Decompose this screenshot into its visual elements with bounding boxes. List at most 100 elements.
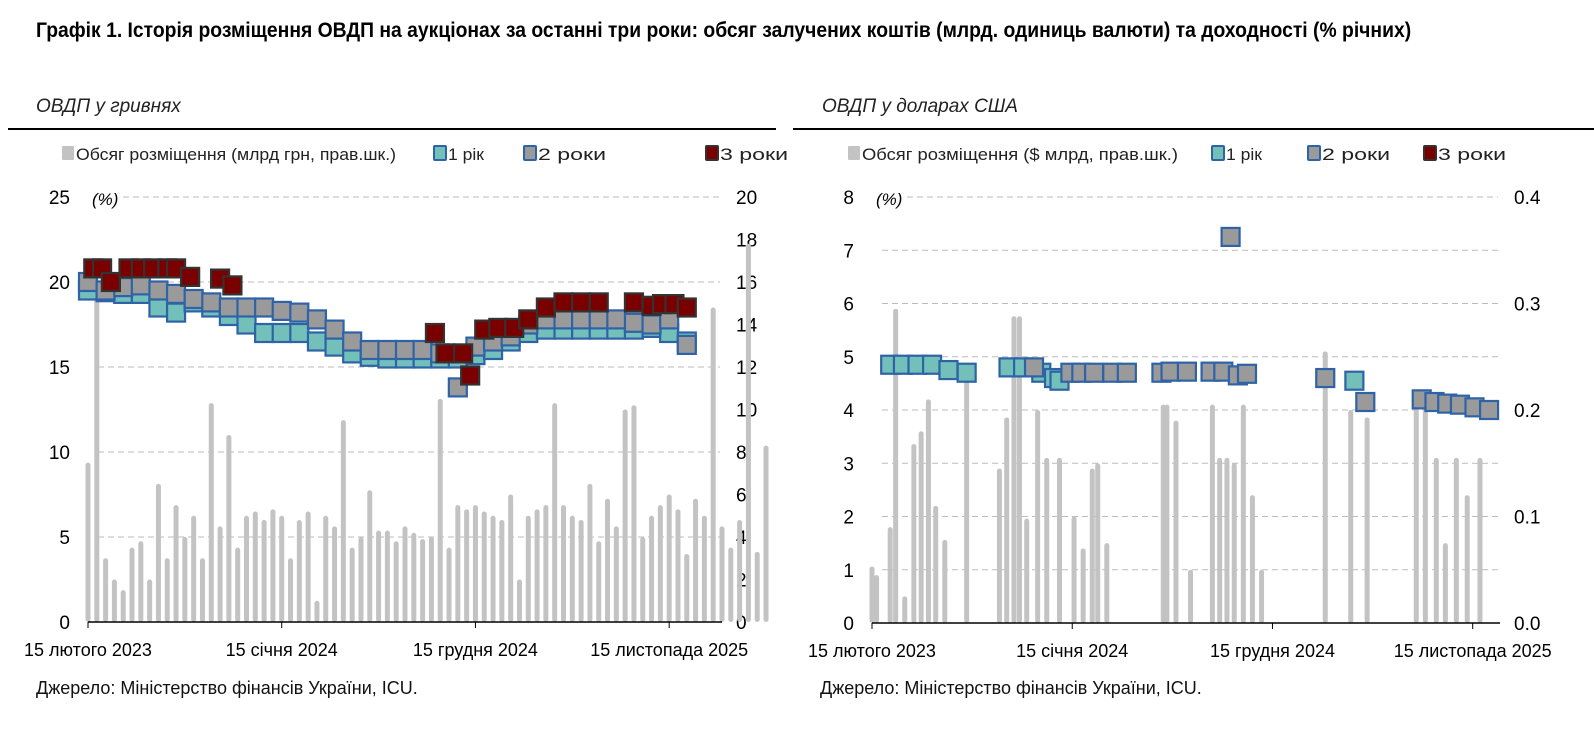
- volume-bar: [164, 558, 170, 622]
- volume-bar: [516, 579, 522, 622]
- volume-bar: [887, 527, 893, 623]
- chart-title: Графік 1. Історія розміщення ОВДП на аук…: [36, 19, 1412, 42]
- volume-bar: [1089, 468, 1095, 623]
- legend-label: Обсяг розміщення (млрд грн, прав.шк.): [76, 145, 396, 164]
- volume-bar: [701, 515, 707, 622]
- volume-bar: [578, 520, 584, 622]
- volume-bar: [446, 547, 452, 622]
- y-tick-label: 7: [843, 241, 854, 262]
- y-tick-label: 5: [59, 528, 70, 549]
- volume-bar: [1209, 404, 1215, 623]
- volume-bar: [1433, 457, 1439, 623]
- volume-bar: [481, 511, 487, 622]
- y-tick-label: 2: [843, 508, 854, 529]
- volume-bar: [613, 526, 619, 622]
- volume-bar: [745, 243, 751, 622]
- volume-bar: [340, 420, 346, 622]
- volume-bar: [455, 505, 461, 622]
- volume-bar: [1095, 463, 1101, 623]
- volume-bar: [173, 505, 179, 622]
- volume-bar: [1217, 457, 1223, 623]
- volume-bar: [349, 547, 355, 622]
- y2-tick-label: 6: [736, 486, 747, 507]
- volume-bar: [1453, 457, 1459, 623]
- volume-bar: [384, 530, 390, 622]
- legend-label: 1 рік: [448, 145, 485, 164]
- volume-bar: [332, 526, 338, 622]
- yield-marker-1y: [1344, 370, 1365, 391]
- volume-bar: [402, 526, 408, 622]
- volume-bar: [719, 526, 725, 622]
- legend-label: 1 рік: [1226, 145, 1263, 164]
- volume-bar: [918, 431, 924, 623]
- volume-bar: [288, 558, 294, 622]
- volume-bar: [543, 505, 549, 622]
- volume-bar: [754, 551, 760, 622]
- volume-bar: [1348, 410, 1354, 623]
- y-tick-label: 0: [843, 614, 854, 635]
- y2-tick-label: 0.4: [1514, 188, 1541, 209]
- volume-bar: [925, 399, 931, 623]
- legend-label: 2 роки: [1322, 145, 1390, 164]
- volume-bar: [428, 537, 434, 622]
- y-tick-label: 3: [843, 454, 854, 475]
- volume-bar: [437, 398, 443, 622]
- volume-bar: [561, 505, 566, 622]
- x-tick-label: 15 грудня 2024: [413, 640, 538, 660]
- volume-bar: [1188, 569, 1194, 623]
- volume-bar: [1173, 420, 1179, 623]
- volume-bar: [147, 579, 153, 622]
- right-panel-subtitle: ОВДП у доларах США: [822, 96, 1018, 117]
- volume-bar: [252, 511, 258, 622]
- legend-label: 3 роки: [1438, 145, 1506, 164]
- volume-bar: [728, 547, 734, 622]
- volume-bar: [138, 541, 144, 622]
- left-divider: [8, 128, 776, 130]
- yield-marker-2y: [676, 334, 697, 355]
- yield-marker-3y: [460, 365, 481, 386]
- volume-bar: [874, 575, 880, 623]
- y-tick-label: 25: [49, 188, 70, 209]
- volume-bar: [1035, 410, 1041, 623]
- yield-marker-3y: [180, 266, 201, 287]
- yield-marker-2y: [1355, 391, 1376, 413]
- volume-bar: [464, 509, 470, 622]
- volume-bar: [111, 579, 117, 622]
- volume-bar: [666, 494, 672, 622]
- volume-bar: [911, 444, 917, 623]
- legend-swatch-3: [705, 145, 719, 161]
- y-tick-label: 4: [843, 401, 854, 422]
- volume-bar: [261, 520, 267, 622]
- volume-bar: [244, 515, 249, 622]
- y-unit-label: (%): [876, 190, 902, 209]
- volume-bar: [217, 526, 223, 622]
- volume-bar: [640, 537, 646, 622]
- volume-bar: [314, 600, 320, 622]
- volume-bar: [1231, 463, 1237, 623]
- yield-marker-2y: [324, 319, 345, 340]
- volume-bar: [129, 547, 135, 622]
- volume-bar: [155, 483, 161, 622]
- volume-bar: [964, 372, 970, 623]
- volume-bar: [1011, 316, 1017, 623]
- y-tick-label: 0: [59, 613, 70, 634]
- volume-bar: [649, 515, 655, 622]
- volume-bar: [323, 515, 329, 622]
- y-tick-label: 6: [843, 295, 854, 316]
- volume-bar: [472, 505, 478, 622]
- yield-marker-2y: [1083, 362, 1105, 383]
- volume-bar: [1249, 495, 1255, 623]
- yield-marker-2y: [1315, 367, 1336, 389]
- volume-bar: [499, 520, 505, 622]
- volume-bar: [1071, 516, 1077, 623]
- left-panel-subtitle: ОВДП у гривнях: [36, 96, 181, 117]
- volume-bar: [587, 483, 593, 622]
- y2-tick-label: 8: [736, 443, 747, 464]
- volume-bar: [85, 462, 91, 622]
- y2-tick-label: 18: [736, 231, 757, 252]
- volume-bar: [226, 435, 232, 622]
- volume-bar: [693, 498, 699, 622]
- yield-marker-2y: [306, 309, 328, 330]
- volume-bar: [525, 515, 531, 622]
- volume-bar: [622, 409, 628, 622]
